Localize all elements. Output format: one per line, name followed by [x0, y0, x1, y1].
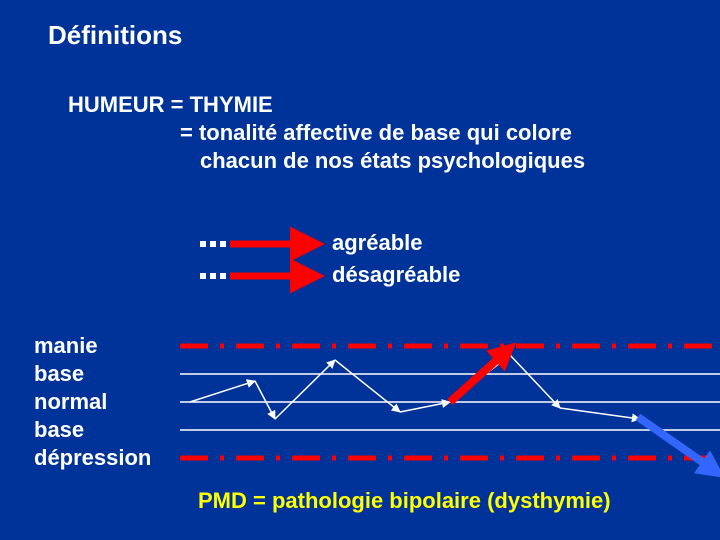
mood-seg-8 [560, 408, 640, 419]
mood-seg-3 [275, 360, 335, 419]
diagram-svg [0, 0, 720, 540]
mood-seg-2 [255, 381, 275, 419]
mood-seg-1 [190, 381, 255, 402]
excursion-depression [638, 417, 718, 473]
excursion-manie [450, 348, 510, 402]
mood-seg-5 [400, 402, 450, 412]
mood-seg-7 [510, 355, 560, 408]
mood-seg-4 [335, 360, 400, 412]
